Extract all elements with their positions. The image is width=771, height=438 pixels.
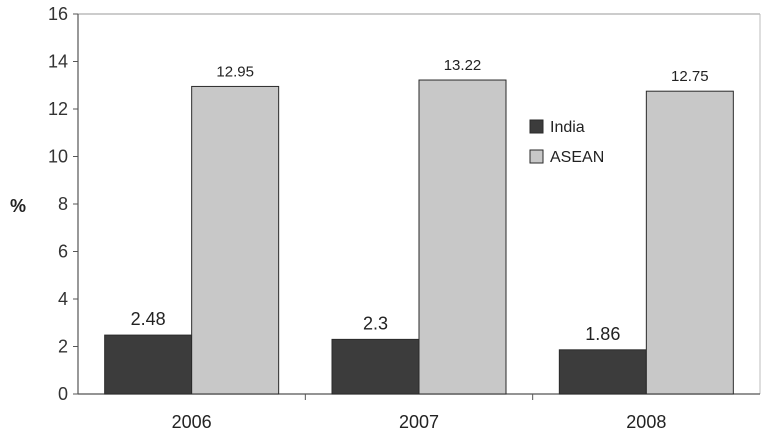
y-tick-label: 12	[48, 99, 68, 119]
data-label-india: 2.48	[131, 309, 166, 329]
x-tick-label: 2008	[626, 412, 666, 432]
y-tick-label: 10	[48, 147, 68, 167]
bars	[104, 79, 734, 395]
data-label-asean: 13.22	[444, 57, 482, 74]
legend-swatch-india	[529, 119, 544, 134]
bar-asean	[418, 79, 507, 395]
y-tick-label: 8	[58, 194, 68, 214]
y-tick-label: 2	[58, 337, 68, 357]
y-tick-label: 6	[58, 242, 68, 262]
bar-india	[558, 349, 647, 395]
data-label-india: 2.3	[363, 313, 388, 333]
bar-asean	[645, 90, 734, 395]
y-axis-label: %	[10, 196, 26, 216]
data-label-india: 1.86	[585, 324, 620, 344]
legend: India ASEAN	[529, 119, 604, 166]
y-tick-label: 14	[48, 52, 68, 72]
legend-label-asean: ASEAN	[550, 149, 604, 166]
data-label-asean: 12.95	[216, 63, 254, 80]
y-tick-label: 0	[58, 384, 68, 404]
bar-india	[331, 338, 420, 395]
x-tick-label: 2006	[172, 412, 212, 432]
data-labels: 2.48 12.95 2.3 13.22 1.86 12.75	[131, 57, 709, 344]
y-tick-label: 4	[58, 289, 68, 309]
bar-asean	[191, 85, 280, 395]
y-tick-label: 16	[48, 4, 68, 24]
legend-label-india: India	[550, 119, 585, 136]
data-label-asean: 12.75	[671, 68, 709, 85]
legend-swatch-asean	[529, 149, 544, 164]
bar-india	[104, 334, 193, 395]
x-tick-label: 2007	[399, 412, 439, 432]
